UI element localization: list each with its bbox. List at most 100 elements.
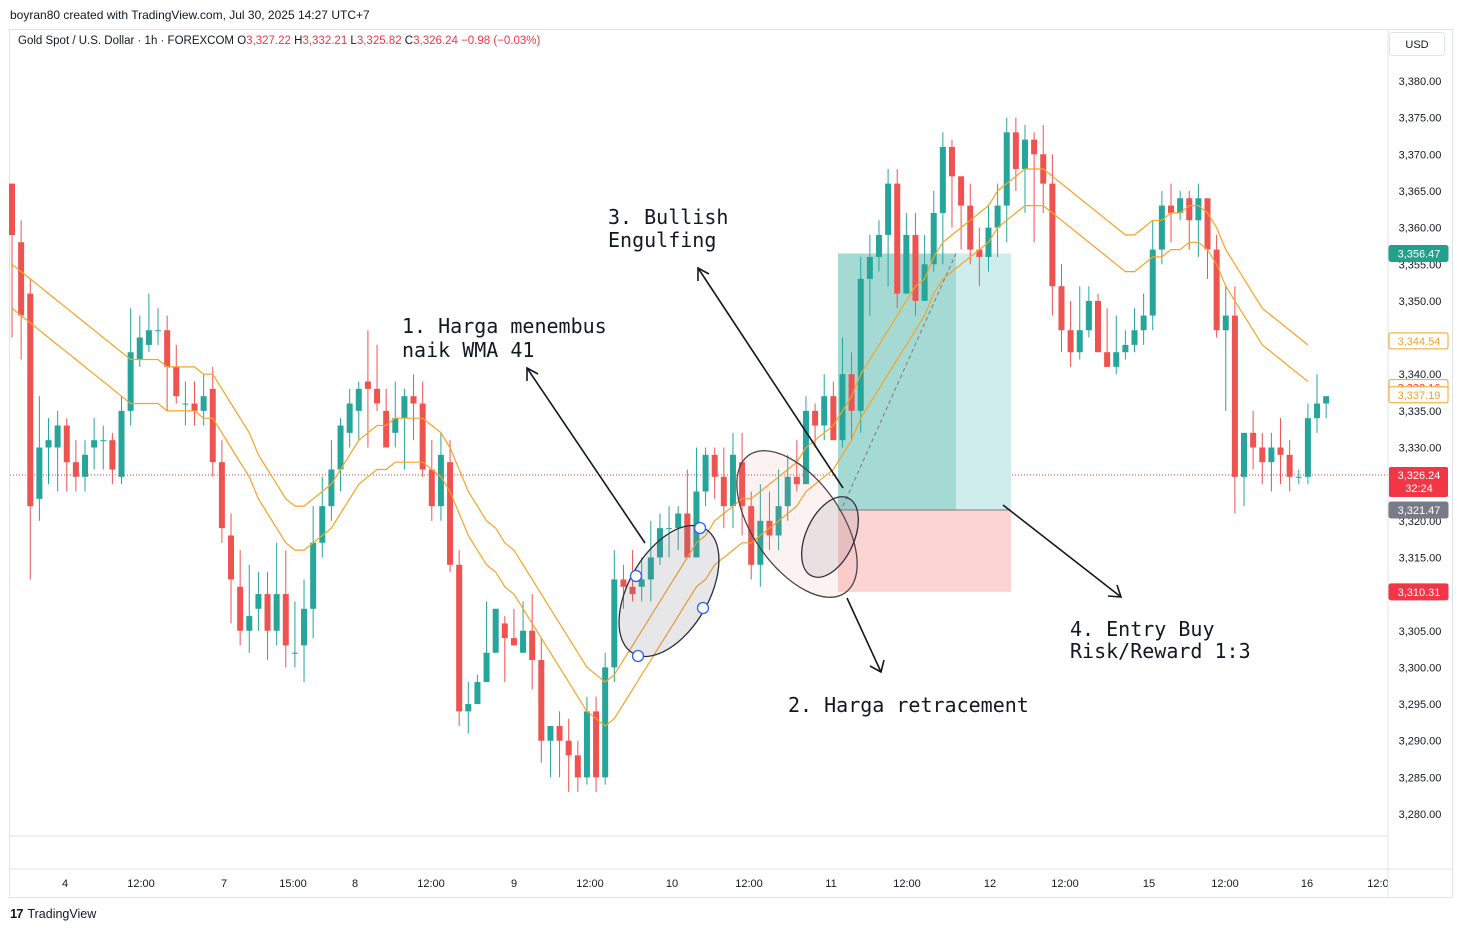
wma-price-badge <box>1388 332 1449 350</box>
candle-body <box>885 183 892 235</box>
price-tick-label: 3,290.00 <box>1399 736 1442 748</box>
candle-body <box>675 513 682 529</box>
time-tick-label: 8 <box>352 878 358 890</box>
candle-body <box>1268 447 1275 463</box>
drawing-ellipse-breakout[interactable] <box>598 509 739 674</box>
candle-body <box>593 711 600 778</box>
annotation-2: 2. Harga retracement <box>788 693 1029 717</box>
candle-body <box>574 755 581 778</box>
ellipse-handle[interactable] <box>629 569 643 583</box>
change-value: −0.98 (−0.03%) <box>461 35 541 47</box>
price-tick-label: 3,295.00 <box>1399 699 1442 711</box>
candle-body <box>255 594 262 609</box>
candle-body <box>474 682 481 705</box>
candle-body <box>337 425 344 470</box>
candle-body <box>976 249 983 257</box>
price-tick-label: 3,340.00 <box>1399 369 1442 381</box>
candle-body <box>246 616 253 631</box>
candle-body <box>1286 454 1293 477</box>
time-tick-label: 15 <box>1143 878 1155 890</box>
tradingview-logo[interactable]: 17 TradingView <box>10 906 96 921</box>
candle-body <box>1241 432 1248 477</box>
price-tick-label: 3,300.00 <box>1399 662 1442 674</box>
candle-body <box>1222 315 1229 331</box>
candle-body <box>948 146 955 177</box>
stop-price-badge <box>1388 583 1449 601</box>
ellipse-handle[interactable] <box>693 521 707 535</box>
candle-body <box>1277 447 1284 455</box>
price-axis[interactable]: 3,380.00 3,375.00 3,370.00 3,365.00 3,360.00… <box>1399 76 1442 821</box>
time-tick-label: 12:00 <box>576 878 604 890</box>
candle-body <box>1067 330 1074 353</box>
candle-body <box>812 410 819 426</box>
candle-body <box>501 623 508 639</box>
time-tick-label: 12:00 <box>735 878 763 890</box>
drawing-ellipse-engulfing[interactable] <box>790 488 870 586</box>
candle-body <box>1168 205 1175 213</box>
low-label: L <box>350 35 357 47</box>
long-position-tool[interactable] <box>838 253 1011 592</box>
wma-line-upper <box>11 168 1309 683</box>
symbol-title: Gold Spot / U.S. Dollar · 1h · FOREXCOM <box>18 35 235 47</box>
time-tick-label: 12:00 <box>417 878 445 890</box>
candle-body <box>1231 315 1238 477</box>
candle-body <box>583 711 590 778</box>
candle-body <box>1113 352 1120 367</box>
candle-body <box>82 454 89 477</box>
ellipse-handle[interactable] <box>696 601 710 615</box>
candle-body <box>793 476 800 485</box>
candle-body <box>1195 198 1202 221</box>
symbol-legend[interactable]: Gold Spot / U.S. Dollar · 1h · FOREXCOM … <box>18 35 540 47</box>
candle-body <box>520 630 527 653</box>
candle-body <box>72 462 79 477</box>
time-axis[interactable]: 4 12:00 7 15:00 8 12:00 9 12:00 10 12:00 11 12:00 12… <box>62 878 1389 890</box>
last-price-badge <box>1389 467 1448 498</box>
candle-body <box>465 704 472 712</box>
time-tick-label: 12:00 <box>127 878 155 890</box>
ellipse-handle[interactable] <box>631 649 645 663</box>
price-tick-label: 3,315.00 <box>1399 552 1442 564</box>
close-value: 3,326.24 <box>413 35 458 47</box>
candle-body <box>346 403 353 433</box>
candle-body <box>310 542 317 609</box>
candle-body <box>1076 330 1083 353</box>
candle-body <box>602 667 609 778</box>
candle-body <box>182 403 189 405</box>
annotation-1-line2: naik WMA 41 <box>402 338 534 362</box>
time-tick-label: 12 <box>984 878 996 890</box>
candle-body <box>748 506 755 565</box>
time-tick-label: 12:0 <box>1367 878 1388 890</box>
candle-body <box>218 462 225 529</box>
candle-body <box>994 205 1001 228</box>
candle-body <box>1149 249 1156 316</box>
candle-body <box>1049 183 1056 287</box>
candle-body <box>1204 198 1211 250</box>
candle-body <box>784 476 791 507</box>
currency-selector[interactable]: USD <box>1389 32 1445 56</box>
candle-body <box>912 234 919 301</box>
candle-body <box>1186 198 1193 221</box>
time-tick-label: 12:00 <box>893 878 921 890</box>
entry-price-badge-label: 3,321.47 <box>1398 505 1441 517</box>
candle-body <box>1031 139 1038 155</box>
close-label: C <box>404 35 414 47</box>
candle-series <box>9 117 1330 793</box>
entry-price-badge <box>1388 501 1449 519</box>
candle-body <box>739 462 746 507</box>
candle-body <box>565 740 572 756</box>
price-tick-label: 3,280.00 <box>1399 809 1442 821</box>
candle-body <box>656 528 663 558</box>
candle-body <box>91 440 98 448</box>
candle-body <box>510 638 517 646</box>
candle-body <box>921 264 928 301</box>
annotation-4-line2: Risk/Reward 1:3 <box>1070 639 1251 663</box>
high-label: H <box>294 35 303 47</box>
candle-body <box>282 594 289 646</box>
candle-body <box>301 608 308 646</box>
candle-body <box>958 176 965 206</box>
candle-body <box>18 242 25 316</box>
candle-body <box>355 388 362 411</box>
candle-body <box>1003 132 1010 206</box>
time-tick-label: 11 <box>825 878 836 890</box>
